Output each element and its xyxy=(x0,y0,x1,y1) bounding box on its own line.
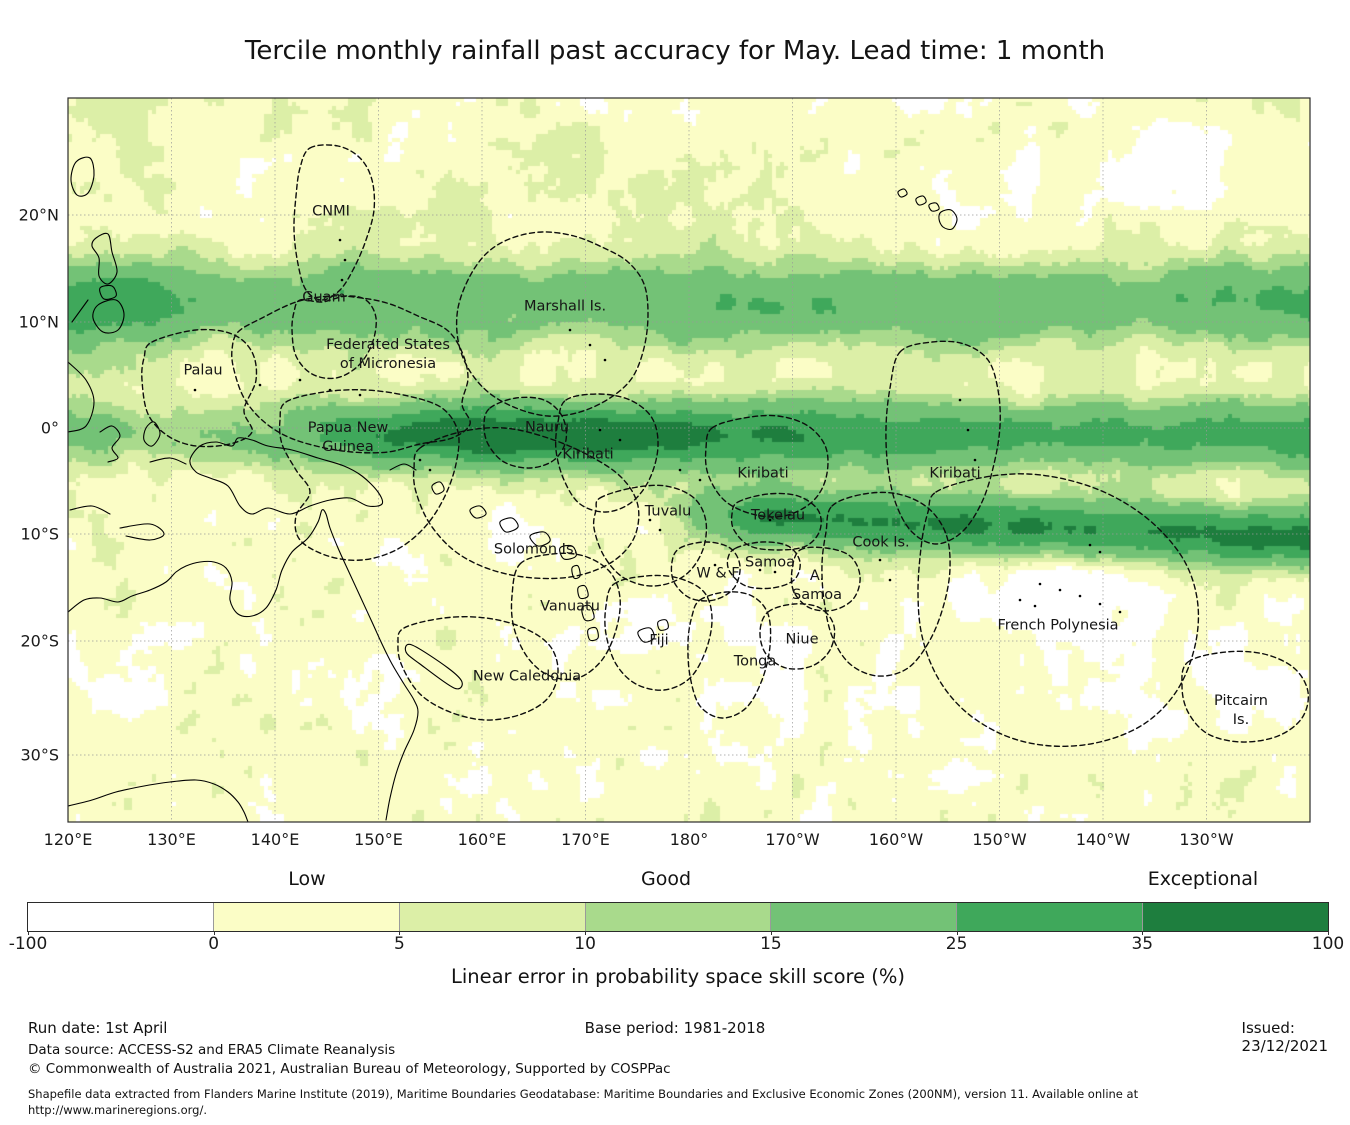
skill-colorbar xyxy=(27,902,1329,932)
data-source: Data source: ACCESS-S2 and ERA5 Climate … xyxy=(28,1042,396,1058)
skill-category-label: Low xyxy=(288,868,326,890)
skill-category-label: Exceptional xyxy=(1147,868,1259,890)
region-label: Kiribati xyxy=(562,446,614,463)
skill-score-raster-map xyxy=(68,98,1310,822)
x-tick-label: 170°W xyxy=(765,830,820,849)
x-tick-label: 180° xyxy=(669,830,709,849)
region-label: A. Samoa xyxy=(792,568,842,603)
y-tick-label: 30°S xyxy=(20,745,59,765)
colorbar-tick-label: 15 xyxy=(760,934,782,954)
x-tick-label: 150°E xyxy=(354,830,403,849)
region-label: Marshall Is. xyxy=(523,298,607,315)
colorbar-tickmark xyxy=(399,931,401,935)
issued-date: Issued: 23/12/2021 xyxy=(1241,1019,1329,1055)
x-tick-label: 140°W xyxy=(1075,830,1131,849)
x-tick-label: 120°E xyxy=(43,830,93,849)
region-label: Nauru xyxy=(524,419,570,436)
colorbar-tick-label: 100 xyxy=(1311,934,1345,954)
region-label: W & F xyxy=(696,565,740,582)
y-tick-label: 10°S xyxy=(20,524,59,544)
colorbar-axis-label: Linear error in probability space skill … xyxy=(450,965,906,988)
y-tick-label: 10°N xyxy=(18,312,59,332)
region-label: Solomon Is. xyxy=(493,541,579,558)
colorbar-segment xyxy=(399,903,586,931)
y-tick-label: 0° xyxy=(40,418,59,438)
colorbar-tick-label: 35 xyxy=(1131,934,1154,954)
region-label: Niue xyxy=(785,631,819,648)
x-tick-label: 160°E xyxy=(457,830,507,849)
x-tick-label: 140°E xyxy=(250,830,300,849)
x-tick-label: 130°E xyxy=(147,830,196,849)
region-label: Federated States of Micronesia xyxy=(326,337,450,372)
y-tick-label: 20°N xyxy=(18,205,59,225)
colorbar-tickmark xyxy=(28,931,29,935)
colorbar-segment xyxy=(957,903,1144,931)
region-label: Tuvalu xyxy=(644,503,692,520)
colorbar-tick-label: -100 xyxy=(8,934,48,954)
region-label: Fiji xyxy=(649,632,669,649)
region-label: Tonga xyxy=(733,653,777,670)
region-label: CNMI xyxy=(312,203,350,220)
skill-category-label: Good xyxy=(640,868,692,890)
colorbar-segment xyxy=(213,903,400,931)
shapefile-note: Shapefile data extracted from Flanders M… xyxy=(28,1087,1139,1101)
region-label: Tokelau xyxy=(750,507,806,524)
region-label: Kiribati xyxy=(929,465,981,482)
x-tick-label: 160°W xyxy=(868,830,924,849)
colorbar-segment xyxy=(28,903,214,931)
region-label: Samoa xyxy=(745,554,795,571)
region-label: Pitcairn Is. xyxy=(1214,693,1268,728)
region-label: Kiribati xyxy=(737,465,789,482)
colorbar-segment xyxy=(771,903,958,931)
colorbar-segment xyxy=(585,903,772,931)
x-tick-label: 130°W xyxy=(1179,830,1234,849)
colorbar-tickmark xyxy=(770,931,772,935)
colorbar-tick-label: 25 xyxy=(945,934,968,954)
x-tick-label: 170°E xyxy=(561,830,610,849)
figure-title: Tercile monthly rainfall past accuracy f… xyxy=(244,36,1106,66)
colorbar-tick-label: 0 xyxy=(208,934,220,954)
copyright: © Commonwealth of Australia 2021, Austra… xyxy=(28,1061,671,1077)
region-label: French Polynesia xyxy=(997,617,1119,634)
y-tick-label: 20°S xyxy=(20,631,59,651)
x-tick-label: 150°W xyxy=(972,830,1027,849)
base-period: Base period: 1981-2018 xyxy=(584,1019,766,1037)
run-date: Run date: 1st April xyxy=(28,1019,168,1037)
region-label: Palau xyxy=(183,362,223,379)
region-label: Vanuatu xyxy=(540,598,600,615)
region-label: New Caledonia xyxy=(472,668,582,685)
colorbar-tick-label: 10 xyxy=(574,934,596,954)
region-label: Guam xyxy=(302,289,346,306)
colorbar-tickmark xyxy=(213,931,215,935)
colorbar-segment xyxy=(1143,903,1329,931)
colorbar-tickmark xyxy=(1328,931,1329,935)
colorbar-tickmark xyxy=(585,931,587,935)
colorbar-tickmark xyxy=(1142,931,1144,935)
region-label: Cook Is. xyxy=(852,534,910,551)
colorbar-tick-label: 5 xyxy=(393,934,405,954)
region-label: Papua New Guinea xyxy=(307,420,389,455)
shapefile-url: http://www.marineregions.org/. xyxy=(28,1103,207,1117)
colorbar-tickmark xyxy=(956,931,958,935)
